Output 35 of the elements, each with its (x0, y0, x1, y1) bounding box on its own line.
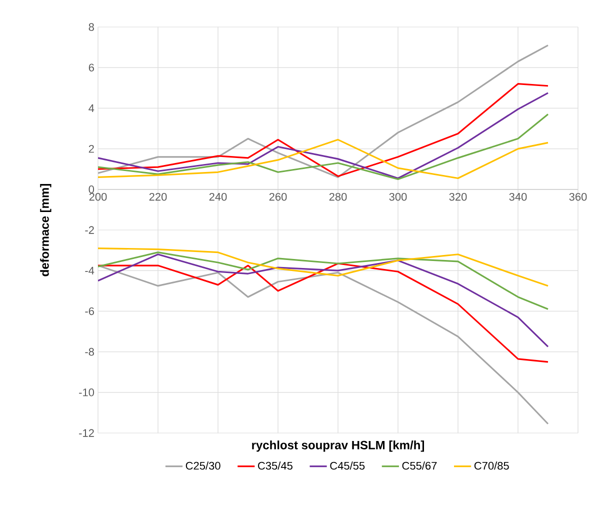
x-tick-label: 300 (389, 192, 407, 201)
legend-label: C45/55 (330, 462, 365, 470)
line-series (98, 254, 549, 348)
x-tick-label: 200 (89, 192, 107, 201)
x-axis-title: rychlost souprav HSLM [km/h] (252, 440, 424, 452)
line-series (98, 252, 549, 310)
x-tick-label: 280 (329, 192, 347, 201)
line-series (98, 113, 549, 180)
x-tick-label: 340 (509, 192, 527, 201)
legend-label: C35/45 (258, 462, 292, 470)
y-tick-label: -12 (79, 429, 94, 437)
y-tick-label: -8 (85, 348, 94, 356)
legend-label: C25/30 (186, 462, 220, 470)
x-tick-label: 320 (449, 192, 467, 201)
x-tick-label: 260 (269, 192, 287, 201)
line-series (98, 264, 549, 425)
x-tick-label: 220 (149, 192, 167, 201)
line-series (98, 44, 549, 178)
y-tick-label: -10 (79, 388, 94, 396)
x-tick-label: 240 (209, 192, 227, 201)
y-tick-label: 2 (88, 144, 94, 153)
legend-label: C70/85 (474, 462, 509, 470)
line-series (98, 247, 549, 287)
y-axis-title: deformace [mm] (40, 184, 52, 276)
y-tick-label: -6 (85, 307, 94, 316)
line-series (98, 138, 549, 180)
line-series (98, 262, 549, 363)
y-tick-label: 0 (88, 186, 94, 194)
y-tick-label: -2 (85, 226, 94, 234)
y-tick-label: 6 (88, 64, 94, 72)
x-tick-label: 360 (569, 192, 587, 201)
legend-label: C55/67 (402, 462, 437, 470)
y-tick-label: 8 (88, 23, 94, 31)
y-tick-label: -4 (85, 266, 94, 274)
y-tick-label: 4 (88, 104, 94, 112)
